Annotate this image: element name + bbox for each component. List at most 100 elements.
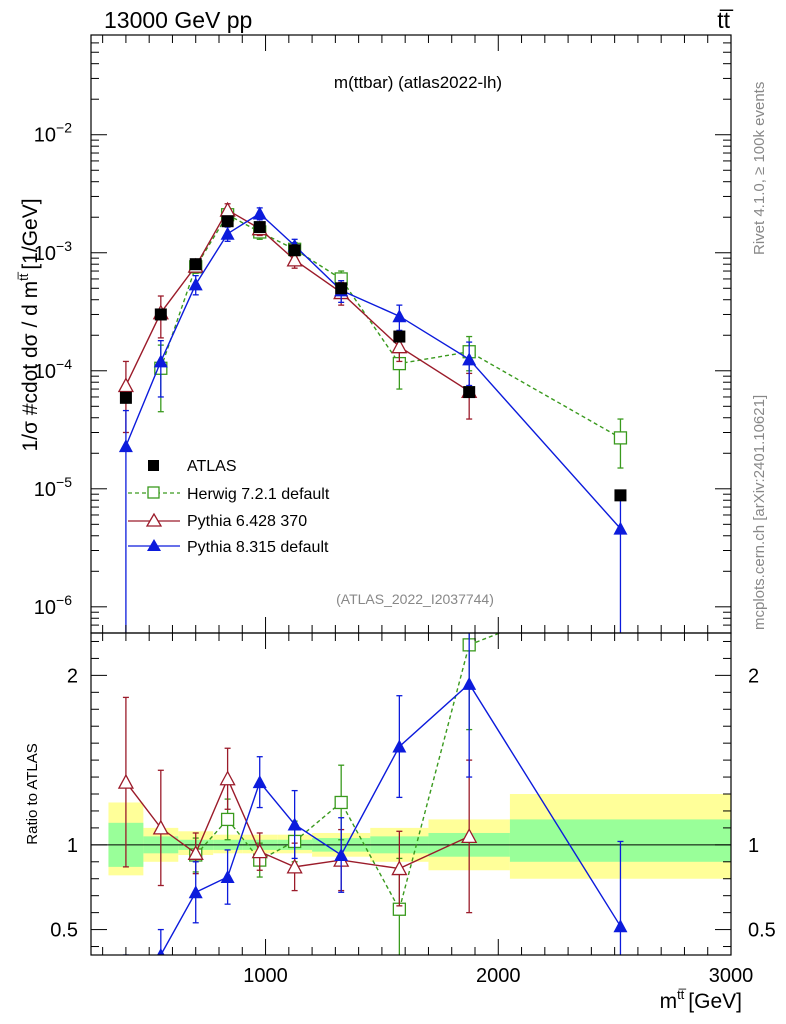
ratio-y-ticks: 0.5 0.5 1 1 2 2 <box>50 640 776 948</box>
legend-label-pythia8: Pythia 8.315 default <box>187 539 329 556</box>
ratio-point-pythia-8-315-default <box>119 965 133 978</box>
ratio-point-pythia-8-315-default <box>188 885 203 899</box>
legend-herwig: Herwig 7.2.1 default <box>128 486 330 503</box>
x-tick-label: 1000 <box>243 965 288 987</box>
data-point-atlas <box>221 215 234 228</box>
data-point-pythia-6-428-370 <box>391 338 408 354</box>
y-tick-exponent: −4 <box>56 356 72 372</box>
series-line-pythia-8-315-default <box>125 212 621 530</box>
main-plot-area <box>117 201 628 633</box>
ratio-line-pythia-8-315-default <box>159 682 622 955</box>
y-tick-mantissa: 10 <box>34 243 56 265</box>
data-point-pythia-8-315-default <box>153 354 168 368</box>
legend: ATLAS Herwig 7.2.1 default Pythia 6.428 … <box>128 458 330 556</box>
data-point-pythia-8-315-default <box>188 277 203 291</box>
y-tick-exponent: −3 <box>56 238 72 254</box>
y-tick-exponent: −6 <box>56 592 72 608</box>
x-label-sup: tt̅ <box>677 987 686 1002</box>
plot-title: m(ttbar) (atlas2022-lh) <box>334 73 502 92</box>
ratio-tick-label: 2 <box>67 665 78 687</box>
y-tick-label: 10−3 <box>34 238 72 265</box>
data-point-atlas <box>335 282 348 295</box>
data-point-pythia-8-315-default <box>462 352 477 366</box>
data-point-atlas <box>463 386 476 399</box>
main-panel: m(ttbar) (atlas2022-lh) (ATLAS_2022_I203… <box>34 34 732 634</box>
ratio-panel: 0.5 0.5 1 1 2 2 <box>50 632 776 978</box>
ratio-tick-label-right: 1 <box>748 835 759 857</box>
x-label-unit: [GeV] <box>688 990 742 1013</box>
energy-label: 13000 GeV pp <box>104 7 252 33</box>
legend-label-pythia6: Pythia 6.428 370 <box>187 513 307 530</box>
ratio-point-pythia-6-428-370 <box>152 819 169 835</box>
data-point-atlas <box>119 391 132 404</box>
legend-label-herwig: Herwig 7.2.1 default <box>187 486 330 503</box>
y-tick-label: 10−2 <box>34 120 72 147</box>
x-tick-label: 2000 <box>476 965 521 987</box>
y-tick-mantissa: 10 <box>34 125 56 147</box>
series-line-herwig-7-2-1-default <box>160 213 621 439</box>
y-tick-exponent: −5 <box>56 474 72 490</box>
ratio-point-pythia-8-315-default <box>252 775 267 789</box>
y-tick-mantissa: 10 <box>34 479 56 501</box>
ratio-tick-label: 1 <box>67 835 78 857</box>
ratio-point-pythia-6-428-370 <box>187 844 204 860</box>
ratio-point-pythia-6-428-370 <box>117 773 134 789</box>
legend-label-atlas: ATLAS <box>187 458 237 475</box>
legend-atlas: ATLAS <box>148 458 237 475</box>
data-point-pythia-8-315-default <box>613 521 628 535</box>
ratio-point-pythia-8-315-default <box>157 948 165 955</box>
ratio-point-pythia-8-315-default <box>220 870 235 884</box>
y-tick-exponent: −2 <box>56 120 72 136</box>
ratio-point-pythia-8-315-default <box>334 848 349 862</box>
data-point-herwig-7-2-1-default <box>613 431 628 445</box>
ratio-point-pythia-6-428-370 <box>251 843 268 859</box>
data-point-pythia-8-315-default <box>392 309 407 323</box>
y-tick-mantissa: 10 <box>34 361 56 383</box>
y-tick-mantissa: 10 <box>34 597 56 619</box>
main-y-axis-label: 1/σ #cdot dσ / d mtt̅ [1/GeV] <box>16 198 42 451</box>
x-tick-label: 3000 <box>709 965 754 987</box>
data-point-pythia-6-428-370 <box>286 251 303 267</box>
x-label-main: m <box>660 990 678 1013</box>
data-point-atlas <box>189 258 202 271</box>
ratio-point-pythia-8-315-default <box>392 739 407 753</box>
data-point-atlas <box>154 308 167 321</box>
ratio-tick-label-right: 0.5 <box>748 920 776 942</box>
ratio-point-pythia-6-428-370 <box>461 827 478 844</box>
process-label: tt̅ <box>717 7 733 33</box>
x-axis-label: mtt̅ [GeV] <box>660 987 742 1013</box>
data-point-atlas <box>253 221 266 234</box>
ratio-tick-label: 0.5 <box>50 920 78 942</box>
ratio-point-herwig-7-2-1-default <box>334 795 348 810</box>
data-point-atlas <box>393 330 406 343</box>
y-tick-label: 10−4 <box>34 356 72 383</box>
analysis-watermark: (ATLAS_2022_I2037744) <box>336 591 494 607</box>
legend-pythia8: Pythia 8.315 default <box>128 539 329 556</box>
ratio-plot-area <box>91 633 731 978</box>
ratio-point-pythia-6-428-370 <box>391 860 408 876</box>
rivet-version-label: Rivet 4.1.0, ≥ 100k events <box>751 82 768 255</box>
mcplots-label: mcplots.cern.ch [arXiv:2401.10621] <box>751 395 768 630</box>
ratio-point-pythia-8-315-default <box>287 817 302 831</box>
data-point-pythia-6-428-370 <box>117 377 134 393</box>
ratio-y-axis-label: Ratio to ATLAS <box>24 743 41 844</box>
data-point-atlas <box>288 244 301 257</box>
data-point-pythia-8-315-default <box>118 439 133 453</box>
ratio-point-pythia-8-315-default <box>462 676 477 690</box>
main-y-ticks: 10−610−510−410−310−2 <box>34 34 731 634</box>
data-point-pythia-8-315-default <box>220 226 235 240</box>
ratio-line-herwig-7-2-1-default <box>195 633 502 912</box>
series-line-pythia-6-428-370 <box>125 209 470 392</box>
ratio-point-pythia-6-428-370 <box>219 770 236 786</box>
y-tick-label: 10−5 <box>34 474 72 501</box>
ratio-tick-label-right: 2 <box>748 665 759 687</box>
y-label-unit: [1/GeV] <box>19 198 42 269</box>
y-label-main: 1/σ #cdot dσ / d m <box>19 281 42 452</box>
data-point-atlas <box>614 489 627 502</box>
y-tick-label: 10−6 <box>34 592 72 619</box>
legend-pythia6: Pythia 6.428 370 <box>128 512 307 530</box>
x-axis-ticks: 1000 2000 3000 <box>102 35 754 987</box>
ratio-point-herwig-7-2-1-default <box>220 812 235 827</box>
data-point-pythia-8-315-default <box>252 206 267 220</box>
